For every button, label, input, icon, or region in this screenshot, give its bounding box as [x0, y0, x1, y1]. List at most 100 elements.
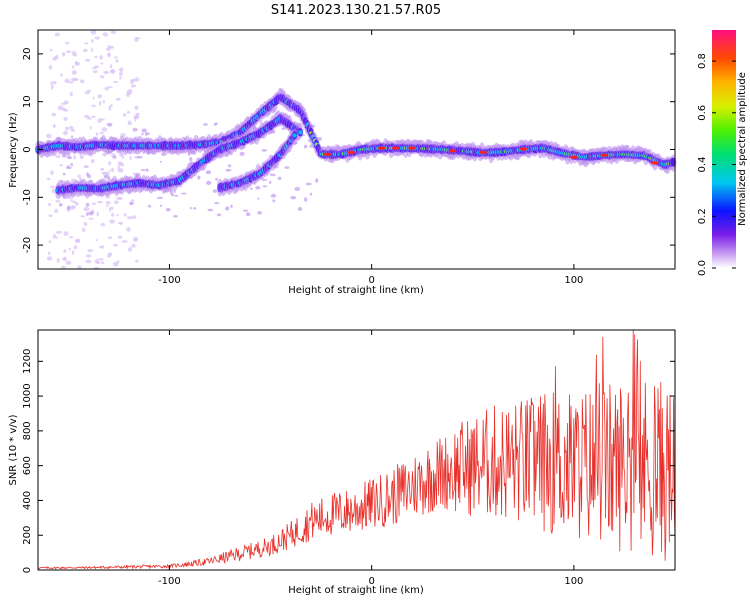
spectrogram-speckle [71, 70, 77, 75]
spectrogram-speckle [131, 243, 136, 248]
spectrogram-speckle [65, 126, 69, 131]
spectrogram-speckle [108, 169, 111, 172]
spectrogram-speckle [54, 32, 61, 37]
spectrogram-speckle [315, 178, 319, 183]
spectrogram-speckle [50, 48, 53, 52]
spectrogram-speckle [225, 168, 232, 172]
x-tick-label: -100 [158, 275, 181, 286]
spectrogram-speckle [230, 204, 233, 208]
spectrogram-speckle [115, 59, 119, 63]
spectrogram-speckle [107, 254, 111, 258]
x-tick-label: 0 [368, 576, 374, 587]
spectrogram-speckle [65, 166, 72, 170]
spectrogram-speckle [106, 205, 109, 208]
spectrogram-speckle [137, 156, 143, 159]
spectrogram-speckle [108, 236, 113, 240]
spectrogram-speckle [105, 200, 111, 205]
spectrogram-speckle [57, 105, 64, 111]
spectrogram-speckle [65, 41, 70, 45]
spectrogram-speckle [87, 249, 94, 253]
spectrogram-peak [569, 155, 578, 159]
spectrogram-speckle [132, 127, 138, 132]
spectrogram-speckle [255, 185, 261, 190]
spectrogram-speckle [85, 254, 92, 258]
spectrogram-speckle [52, 233, 57, 239]
spectrogram-speckle [83, 48, 88, 53]
spectrogram-speckle [277, 176, 282, 181]
y-tick-label: 0 [22, 146, 33, 152]
spectrogram-speckle [55, 200, 61, 203]
figure-title: S141.2023.130.21.57.R05 [271, 3, 441, 18]
spectrogram-peak [478, 150, 487, 154]
spectrogram-speckle [60, 102, 67, 106]
spectrogram-speckle [91, 104, 96, 108]
spectrogram-speckle [113, 56, 118, 59]
snr-marks [37, 329, 676, 570]
y-tick-label: 400 [22, 491, 33, 510]
spectrogram-speckle [100, 62, 104, 65]
spectrogram-speckle [73, 77, 79, 81]
spectrogram-speckle [62, 172, 66, 176]
spectrogram-peak [448, 149, 457, 153]
spectrogram-speckle [85, 165, 88, 169]
spectrogram-speckle [86, 89, 92, 92]
spectrogram-speckle [79, 154, 84, 160]
spectrogram-speckle [100, 167, 105, 171]
spectrogram-speckle [63, 231, 69, 237]
spectrogram-speckle [51, 188, 57, 194]
spectrogram-speckle [113, 243, 118, 247]
spectrogram-speckle [173, 215, 178, 218]
spectrogram-speckle [85, 202, 90, 207]
y-tick-label: -10 [22, 189, 33, 205]
spectrogram-speckle [159, 204, 163, 207]
spectrogram-speckle [214, 202, 220, 205]
spectrogram-speckle [58, 202, 63, 207]
spectrogram-speckle [227, 164, 232, 168]
spectrogram-speckle [125, 92, 130, 97]
spectrogram-speckle [104, 87, 110, 91]
spectrogram-ylabel: Frequency (Hz) [8, 112, 19, 188]
spectrogram-speckle [135, 259, 139, 263]
spectrogram-speckle [99, 55, 103, 60]
spectrogram-speckle [91, 47, 94, 53]
spectrogram-speckle [212, 189, 217, 193]
spectrogram-speckle [189, 207, 192, 210]
spectrogram-speckle [262, 185, 268, 188]
spectrogram-speckle [116, 214, 119, 217]
spectrogram-speckle [118, 67, 124, 72]
spectrogram-speckle [126, 227, 131, 232]
spectrogram-speckle [74, 61, 81, 66]
spectrogram-speckle [73, 245, 78, 250]
spectrogram-speckle [207, 208, 214, 212]
spectrogram-speckle [89, 125, 92, 130]
spectrogram-speckle [51, 112, 56, 117]
colorbar: 0.0 0.2 0.4 0.6 0.8 Normalized spectral ampl… [697, 30, 748, 276]
x-tick-label: -100 [158, 576, 181, 587]
spectrogram-speckle [56, 230, 62, 234]
spectrogram-speckle [135, 112, 140, 116]
spectrogram-speckle [117, 161, 123, 166]
spectrogram-speckle [91, 39, 94, 43]
spectrogram-speckle [106, 122, 113, 127]
spectrogram-speckle [86, 212, 89, 217]
spectrogram-speckle [270, 173, 273, 177]
spectrogram-speckle [48, 251, 51, 256]
spectrogram-speckle [107, 52, 111, 57]
spectrogram-speckle [102, 100, 105, 104]
spectrogram-speckle [160, 152, 167, 156]
spectrogram-speckle [68, 247, 72, 251]
spectrogram-speckle [75, 201, 79, 206]
spectrogram-peak [650, 161, 659, 165]
snr-xlabel: Height of straight line (km) [288, 585, 424, 596]
spectrogram-speckle [141, 128, 147, 133]
spectrogram-speckle [88, 217, 94, 220]
spectrogram-speckle [123, 212, 127, 217]
spectrogram-speckle [165, 207, 171, 212]
spectrogram-speckle [257, 211, 262, 215]
spectrogram-xlabel: Height of straight line (km) [288, 285, 424, 296]
spectrogram-speckle [87, 117, 92, 120]
spectrogram-speckle [117, 196, 123, 201]
spectrogram-speckle [64, 78, 70, 84]
spectrogram-speckle [130, 78, 136, 82]
